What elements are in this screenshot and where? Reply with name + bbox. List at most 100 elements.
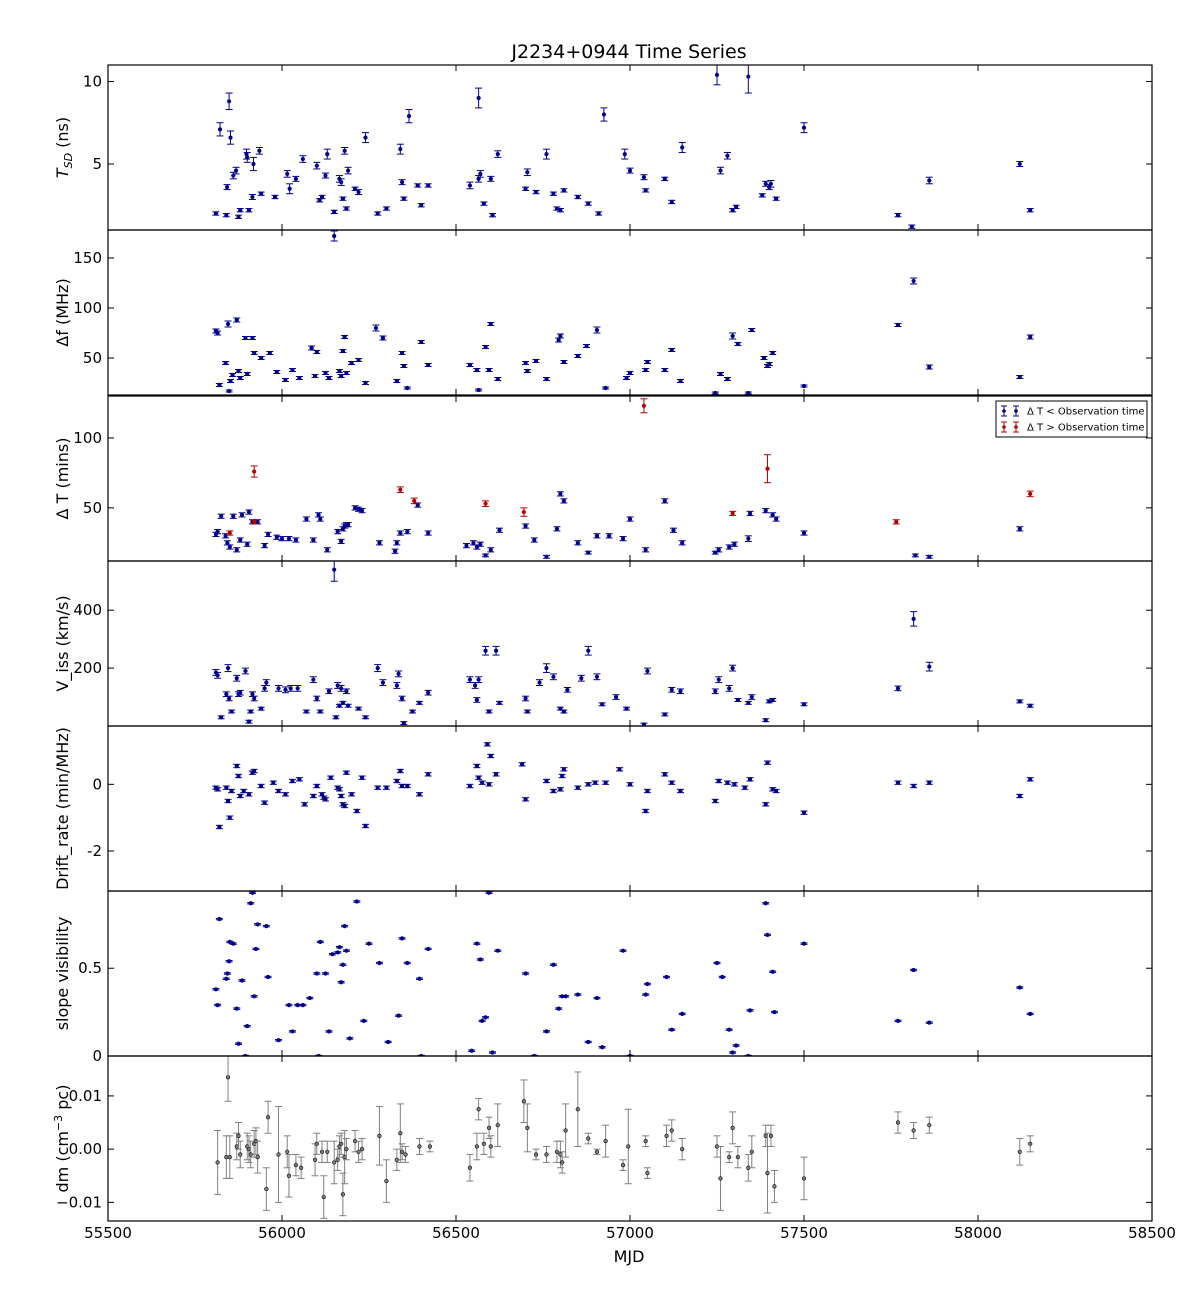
data-point	[563, 994, 568, 999]
data-point	[732, 542, 737, 547]
data-point	[643, 367, 648, 373]
data-point	[575, 785, 580, 790]
y-tick-label: -2	[87, 842, 102, 860]
data-point	[426, 530, 431, 536]
data-point	[727, 686, 732, 691]
y-axis-title: dm (cm−3 pc)	[52, 1085, 72, 1193]
data-point	[523, 797, 528, 802]
data-point	[600, 702, 605, 707]
data-point	[250, 194, 255, 200]
data-point	[231, 941, 236, 946]
data-point	[375, 211, 380, 216]
data-point	[911, 278, 916, 284]
data-point	[749, 1149, 754, 1154]
data-point	[238, 208, 243, 213]
data-point	[396, 1013, 401, 1018]
data-point	[895, 686, 901, 691]
data-point	[325, 1149, 330, 1154]
data-point	[730, 666, 735, 671]
data-point	[217, 916, 222, 922]
data-point	[215, 787, 220, 792]
data-point	[560, 994, 565, 999]
data-point	[765, 1170, 770, 1176]
data-point	[471, 540, 476, 545]
data-point	[346, 522, 351, 527]
data-point	[250, 891, 255, 895]
data-point	[399, 350, 405, 356]
data-point	[669, 687, 674, 692]
series-dm	[214, 1056, 1034, 1219]
x-tick-label: 56000	[258, 1224, 306, 1242]
data-point	[563, 1128, 568, 1133]
data-point	[1028, 1011, 1033, 1016]
series-df	[212, 230, 1034, 395]
data-point	[551, 962, 556, 967]
data-point	[746, 390, 751, 395]
data-point	[264, 680, 269, 685]
data-point	[332, 233, 337, 239]
data-point	[643, 808, 648, 814]
data-point	[252, 696, 257, 701]
data-point	[359, 508, 365, 513]
data-point	[412, 498, 417, 503]
data-point	[895, 1018, 901, 1023]
data-point	[234, 763, 239, 769]
data-point	[714, 72, 720, 77]
series-slope	[212, 891, 1034, 1056]
data-point	[272, 194, 278, 200]
data-point	[427, 1144, 433, 1149]
data-point	[228, 135, 233, 140]
data-point	[495, 376, 500, 382]
data-point	[927, 554, 932, 559]
data-point	[558, 333, 563, 339]
data-point	[297, 777, 302, 782]
data-point	[801, 702, 807, 707]
data-point	[746, 700, 751, 705]
data-point	[246, 792, 252, 797]
data-point	[895, 213, 901, 218]
data-point	[565, 687, 570, 692]
data-point	[493, 772, 499, 777]
data-point	[801, 125, 807, 130]
data-point	[716, 677, 721, 682]
y-tick-label: 0	[92, 775, 102, 793]
series-tsd	[212, 65, 1034, 229]
panel-tsd: 5 10 TSD (ns)	[53, 64, 1153, 231]
data-point	[323, 971, 328, 976]
data-point	[223, 360, 228, 366]
data-point	[399, 180, 405, 185]
data-point	[257, 148, 262, 153]
data-point	[213, 987, 218, 992]
panel-frame	[107, 725, 1153, 892]
data-point	[325, 547, 330, 552]
data-point	[627, 782, 633, 787]
data-point	[276, 686, 281, 691]
data-point	[586, 1136, 591, 1141]
data-point	[319, 1149, 325, 1154]
data-point	[749, 694, 754, 700]
data-point	[742, 785, 747, 790]
data-point	[560, 773, 565, 779]
y-tick-label: 0.01	[69, 1087, 102, 1105]
data-point	[544, 666, 549, 671]
legend-label: Δ T > Observation time	[1027, 423, 1145, 434]
data-point	[259, 783, 264, 789]
data-point	[340, 962, 346, 967]
data-point	[594, 674, 600, 679]
data-point	[398, 530, 403, 536]
data-point	[730, 511, 735, 516]
y-tick-label: 0	[92, 1047, 102, 1065]
data-point	[645, 1170, 650, 1176]
data-point	[476, 775, 481, 780]
data-point	[727, 544, 732, 550]
data-point	[746, 74, 751, 79]
data-point	[359, 775, 365, 780]
data-point	[224, 185, 230, 190]
data-point	[283, 377, 288, 383]
chart-title: J2234+0944 Time Series	[510, 41, 746, 63]
data-point	[895, 1120, 901, 1125]
data-point	[405, 385, 410, 391]
data-point	[746, 536, 751, 541]
data-point	[332, 1160, 337, 1165]
data-point	[927, 664, 932, 669]
